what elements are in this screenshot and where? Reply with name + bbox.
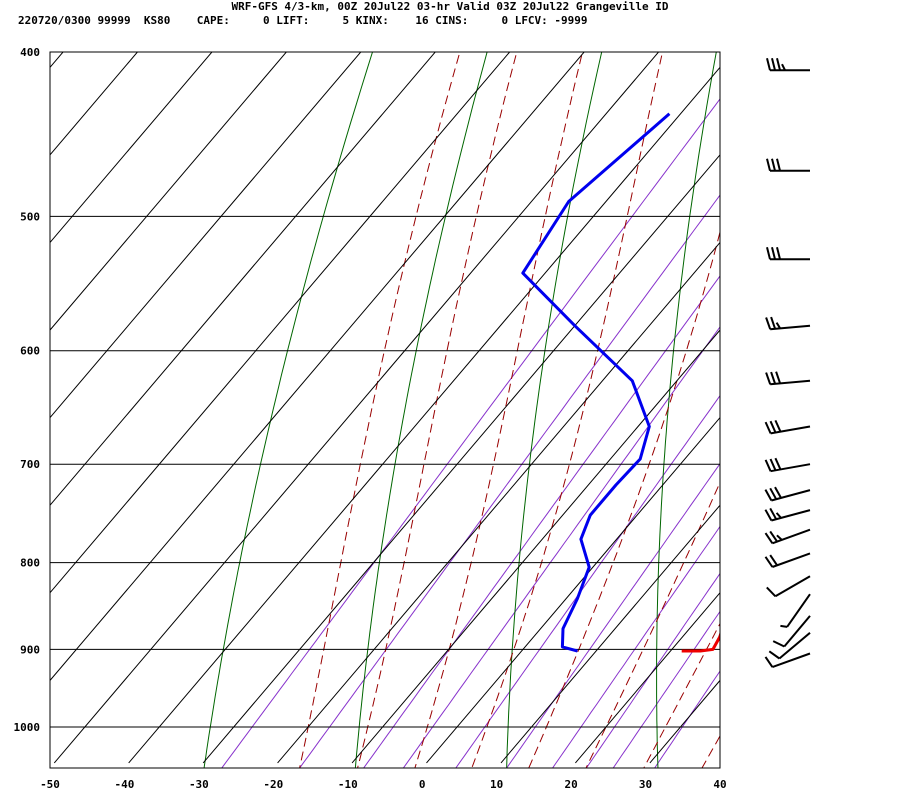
wind-barb bbox=[766, 158, 810, 172]
wind-barbs bbox=[764, 57, 811, 669]
x-tick-label: -40 bbox=[115, 778, 135, 791]
mixing-ratio-line bbox=[402, 326, 720, 768]
x-tick-label: 40 bbox=[713, 778, 726, 791]
y-tick-label: 400 bbox=[20, 46, 40, 59]
x-tick-label: 0 bbox=[419, 778, 426, 791]
moist-adiabat-line bbox=[643, 622, 720, 768]
wind-barb bbox=[768, 632, 811, 660]
dewpoint-trace bbox=[521, 112, 671, 653]
isotherm-line bbox=[724, 14, 900, 763]
wind-barb bbox=[764, 652, 811, 669]
isotherm-line bbox=[50, 52, 362, 419]
grid bbox=[0, 14, 900, 764]
moist-adiabat-line bbox=[414, 52, 584, 768]
y-tick-label: 600 bbox=[20, 345, 40, 358]
dry-adiabat-line bbox=[354, 52, 488, 768]
isotherm-line bbox=[50, 52, 585, 682]
dry-adiabat-line bbox=[506, 52, 603, 768]
x-tick-label: -10 bbox=[338, 778, 358, 791]
wind-barb bbox=[766, 575, 811, 598]
isotherm-line bbox=[50, 52, 511, 594]
x-tick-label: 20 bbox=[564, 778, 577, 791]
wind-barb bbox=[765, 316, 811, 331]
mixing-ratio-line bbox=[221, 98, 720, 768]
wind-barb bbox=[764, 486, 811, 502]
wind-barb bbox=[764, 457, 811, 473]
mixing-ratio-line bbox=[551, 525, 720, 768]
moist-adiabat-line bbox=[299, 52, 461, 768]
isotherm-line bbox=[426, 416, 720, 764]
moist-adiabat-line bbox=[471, 52, 664, 768]
mixing-ratio-line bbox=[612, 610, 720, 768]
station-indices: 220720/0300 99999 KS80 CAPE: 0 LIFT: 5 K… bbox=[18, 14, 588, 27]
wind-barb bbox=[764, 552, 811, 568]
plot-frame bbox=[49, 51, 721, 769]
x-tick-label: 30 bbox=[639, 778, 652, 791]
mixing-ratio-line bbox=[455, 394, 720, 768]
moist-adiabat-line bbox=[357, 52, 518, 768]
y-tick-label: 1000 bbox=[14, 721, 41, 734]
isotherm-line bbox=[500, 504, 720, 764]
isotherm-line bbox=[575, 592, 720, 764]
wind-barb bbox=[772, 615, 811, 648]
isotherm-line bbox=[128, 66, 720, 764]
wind-barb bbox=[766, 247, 810, 261]
x-tick-label: 10 bbox=[490, 778, 503, 791]
wind-barb bbox=[766, 57, 810, 72]
x-tick-label: -50 bbox=[40, 778, 60, 791]
isotherm-line bbox=[351, 329, 720, 764]
mixing-ratio-line bbox=[363, 275, 720, 768]
moist-adiabat-line bbox=[585, 481, 720, 768]
isotherm-line bbox=[50, 52, 288, 331]
isotherm-line bbox=[53, 52, 660, 764]
x-tick-label: -30 bbox=[189, 778, 209, 791]
isotherm-line bbox=[0, 14, 21, 763]
wind-barb bbox=[764, 419, 811, 435]
y-tick-label: 500 bbox=[20, 210, 40, 223]
isotherm-line bbox=[50, 52, 139, 156]
dry-adiabat-line bbox=[656, 52, 717, 768]
y-tick-label: 900 bbox=[20, 643, 40, 656]
y-tick-label: 800 bbox=[20, 557, 40, 570]
x-tick-label: -20 bbox=[263, 778, 283, 791]
moist-adiabat-line bbox=[528, 230, 720, 768]
background-lines bbox=[203, 52, 720, 768]
wind-barb bbox=[780, 593, 811, 628]
temperature-trace bbox=[681, 631, 720, 653]
y-tick-labels: 400 500 600 700 800 900 1000 bbox=[14, 46, 41, 734]
chart-title: WRF-GFS 4/3-km, 00Z 20Jul22 03-hr Valid … bbox=[231, 0, 669, 13]
traces bbox=[521, 112, 720, 653]
x-tick-labels: -50 -40 -30 -20 -10 0 10 20 30 40 bbox=[40, 778, 727, 791]
wind-barb bbox=[764, 528, 811, 545]
isotherm-line bbox=[50, 52, 436, 507]
y-tick-label: 700 bbox=[20, 458, 40, 471]
wind-barb bbox=[765, 371, 811, 386]
dry-adiabat-line bbox=[203, 52, 374, 768]
isotherm-line bbox=[50, 52, 64, 69]
isotherm-line bbox=[277, 241, 720, 764]
isotherm-line bbox=[50, 52, 213, 244]
mixing-ratio-line bbox=[654, 670, 720, 768]
mixing-ratio-line bbox=[299, 194, 720, 768]
isotherm-line bbox=[202, 154, 720, 764]
mixing-ratio-line bbox=[585, 572, 720, 768]
wind-barb bbox=[764, 507, 811, 522]
